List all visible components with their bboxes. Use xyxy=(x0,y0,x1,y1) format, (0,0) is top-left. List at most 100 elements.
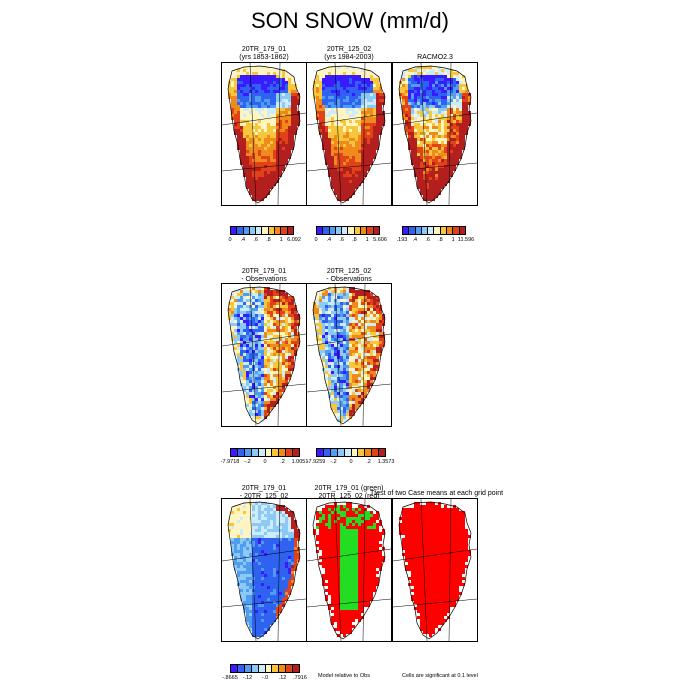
colorbar-swatch xyxy=(265,449,273,456)
colorbar-swatch xyxy=(453,227,460,234)
colorbar-swatch xyxy=(256,227,263,234)
grid-line xyxy=(334,284,342,426)
colorbar-ticks: -.8665 -.12 -.0 .12 .7916 xyxy=(222,673,307,681)
colorbar-tick-label: .7916 xyxy=(293,675,307,681)
grid-line xyxy=(222,112,306,126)
grid-line xyxy=(420,63,428,205)
map-svg-p5 xyxy=(307,284,391,426)
grid-line xyxy=(307,383,391,393)
colorbar-ticks: 0 .4 .6 .8 1 6.092 xyxy=(228,235,300,243)
colorbar-swatch xyxy=(447,227,454,234)
grid-line xyxy=(393,548,477,562)
page-title: SON SNOW (mm/d) xyxy=(251,8,449,33)
grid-line xyxy=(448,63,452,205)
map-panel-green-red xyxy=(306,498,392,642)
colorbar-tick-label: -7.9259 xyxy=(306,459,326,465)
colorbar-tick-label: 1 xyxy=(451,237,455,243)
colorbar-swatch xyxy=(415,227,422,234)
colorbar-ticks: 0 .4 .6 .8 1 5.606 xyxy=(314,235,386,243)
colorbar-tick-label: .6 xyxy=(339,237,344,243)
grid-line xyxy=(420,499,428,641)
colorbar-tick-label: .8 xyxy=(352,237,357,243)
colorbar-swatch xyxy=(361,227,368,234)
colorbar-swatch xyxy=(379,449,386,456)
colorbar-swatch xyxy=(258,449,266,456)
grid-line xyxy=(222,162,306,172)
colorbar-tick-label: 1 xyxy=(365,237,369,243)
colorbar-tick-label: 0 xyxy=(314,237,318,243)
colorbar-swatch xyxy=(373,227,379,234)
map-svg-p6 xyxy=(222,499,306,641)
colorbar-swatch xyxy=(354,227,362,234)
colorbar-swatch xyxy=(365,449,373,456)
colorbar-swatch xyxy=(323,227,330,234)
map-panel-case-diff xyxy=(221,498,307,642)
colorbar-swatch xyxy=(262,227,269,234)
grid-line xyxy=(362,499,366,641)
coastline xyxy=(227,286,301,425)
colorbar-tick-label: .2 xyxy=(280,459,285,465)
map-panel-20tr-179-01 xyxy=(221,62,307,206)
coastline xyxy=(398,501,472,640)
grid-line xyxy=(307,333,391,347)
grid-line xyxy=(249,284,257,426)
grid-line xyxy=(307,162,391,172)
note-significant: Cells are significant at 0.1 level xyxy=(402,673,478,679)
colorbar-ticks: .193 .4 .6 .8 1 11.596 xyxy=(397,235,475,243)
map-panel-diff-179-obs xyxy=(221,283,307,427)
colorbar-tick-label: .4 xyxy=(412,237,418,243)
colorbar-swatch xyxy=(440,227,448,234)
grid-line xyxy=(393,598,477,608)
map-cells xyxy=(228,287,300,422)
map-svg-p1 xyxy=(222,63,306,205)
colorbar-swatch xyxy=(330,449,338,456)
colorbar-tick-label: 1.0051 xyxy=(291,459,309,465)
colorbar-swatch xyxy=(265,665,273,672)
grid-line xyxy=(277,284,281,426)
map-svg-p7 xyxy=(307,499,391,641)
colorbar-5: -7.9259 -.2 0 .2 1.3573 xyxy=(307,448,394,465)
colorbar-swatch xyxy=(329,227,336,234)
grid-line xyxy=(249,499,257,641)
map-svg-p2 xyxy=(307,63,391,205)
panel-title-p6: 20TR_179_01 - 20TR_125_02 xyxy=(239,485,289,500)
colorbar-tick-label: .8 xyxy=(266,237,271,243)
map-panel-diff-125-obs xyxy=(306,283,392,427)
colorbar-swatches xyxy=(230,448,300,457)
colorbar-swatch xyxy=(244,449,252,456)
map-cells xyxy=(228,66,300,201)
colorbar-tick-label: .8 xyxy=(438,237,443,243)
colorbar-ticks: -7.9718 -.2 0 .2 1.0051 xyxy=(221,457,309,465)
colorbar-2: 0 .4 .6 .8 1 5.606 xyxy=(314,226,387,243)
note-model-relative: Model relative to Obs xyxy=(318,673,370,679)
colorbar-tick-label: .6 xyxy=(425,237,430,243)
colorbar-6: -.8665 -.12 -.0 .12 .7916 xyxy=(222,664,307,681)
colorbar-tick-label: -7.9718 xyxy=(220,459,240,465)
colorbar-swatch xyxy=(287,227,293,234)
panel-title-p3: RACMO2.3 xyxy=(417,54,453,61)
colorbar-tick-label: 0 xyxy=(263,459,267,465)
colorbar-swatch xyxy=(293,449,300,456)
colorbar-swatches xyxy=(316,226,380,235)
colorbar-swatch xyxy=(279,449,287,456)
colorbar-swatch xyxy=(237,449,245,456)
colorbar-swatches xyxy=(230,664,300,673)
colorbar-tick-label: .4 xyxy=(326,237,332,243)
colorbar-swatch xyxy=(421,227,429,234)
colorbar-swatches xyxy=(230,226,294,235)
colorbar-tick-label: .2 xyxy=(366,459,371,465)
colorbar-1: 0 .4 .6 .8 1 6.092 xyxy=(228,226,301,243)
map-cells xyxy=(313,66,385,201)
colorbar-swatch xyxy=(231,449,238,456)
coastline xyxy=(312,501,386,640)
map-svg-p3 xyxy=(393,63,477,205)
map-panel-20tr-125-02 xyxy=(306,62,392,206)
panel-title-p8: Ttest of two Case means at each grid poi… xyxy=(370,490,504,497)
map-panel-significance xyxy=(392,498,478,642)
colorbar-swatch xyxy=(231,665,238,672)
grid-line xyxy=(334,63,342,205)
grid-line xyxy=(362,63,366,205)
coastline xyxy=(312,286,386,425)
coastline xyxy=(398,65,472,204)
grid-line xyxy=(334,499,342,641)
